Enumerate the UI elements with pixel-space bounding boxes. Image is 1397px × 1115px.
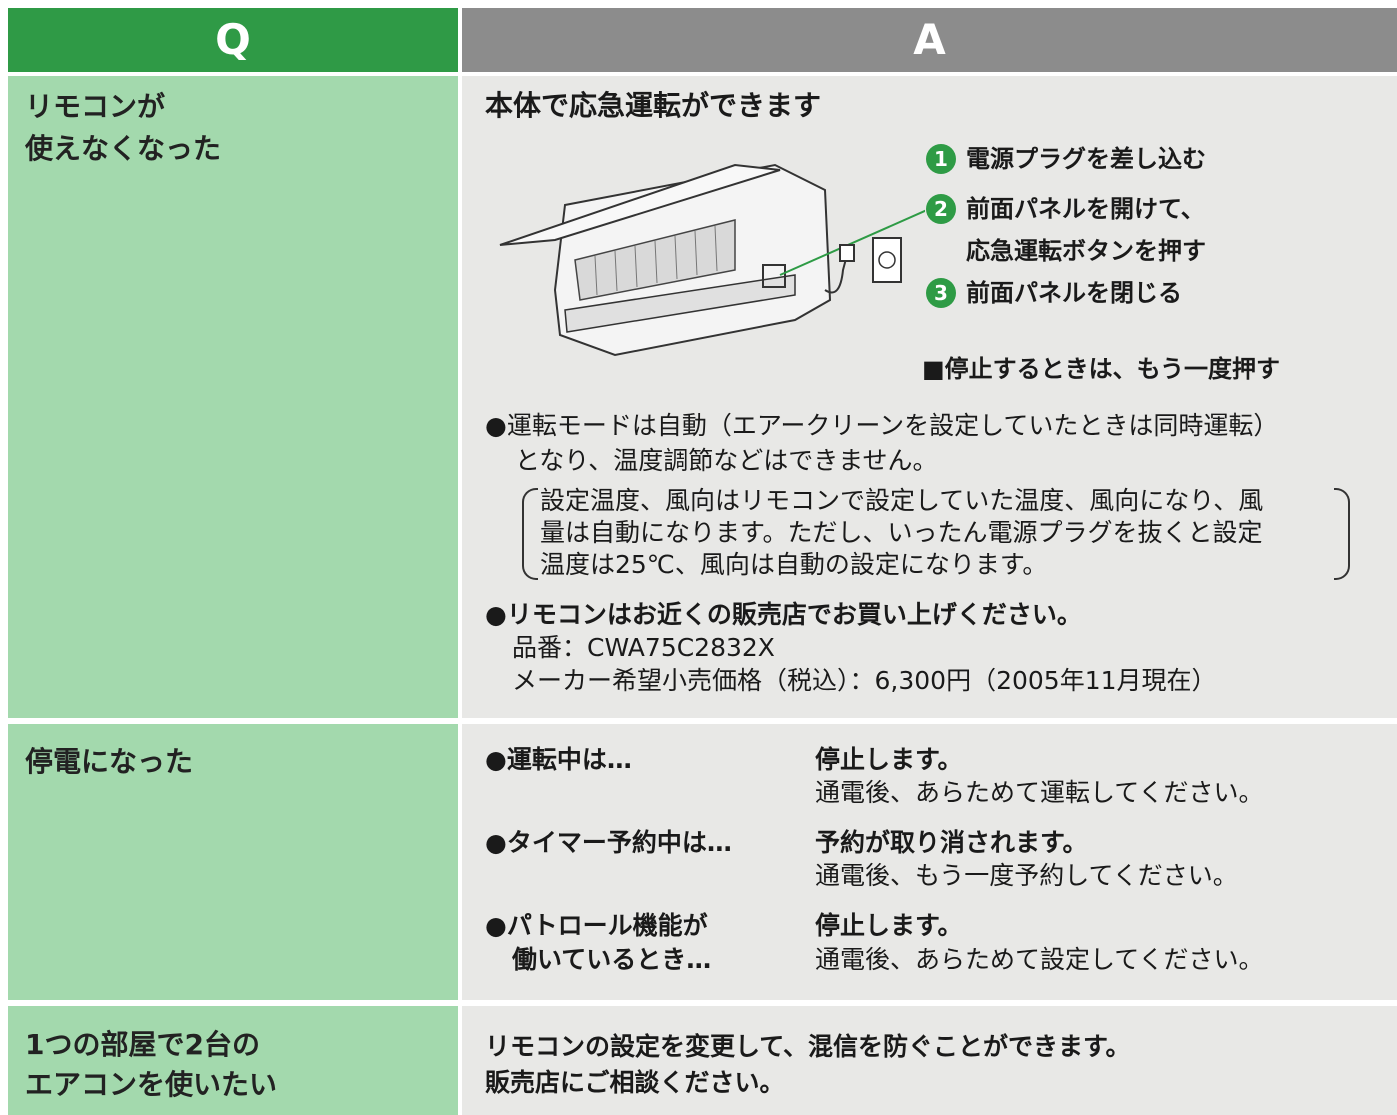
condition: ●運転中は… — [485, 745, 632, 774]
step-number: 2 — [926, 194, 956, 224]
step-number: 3 — [926, 278, 956, 308]
paren-right — [1334, 488, 1350, 580]
paren-line: 量は自動になります。ただし、いったん電源プラグを抜くと設定 — [540, 518, 1263, 547]
answer-line: 販売店にご相談ください。 — [485, 1068, 785, 1097]
paren-left — [522, 488, 538, 580]
step-number: 1 — [926, 144, 956, 174]
note-line: 品番：CWA75C2832X — [512, 633, 775, 662]
step-text: 前面パネルを閉じる — [966, 279, 1182, 307]
condition: ●パトロール機能が — [485, 911, 708, 940]
result: 停止します。 — [815, 745, 963, 774]
step-text: 応急運転ボタンを押す — [966, 237, 1206, 265]
q-cell — [8, 1006, 458, 1115]
question-line: 1つの部屋で2台の — [25, 1028, 260, 1061]
a-cell — [462, 1006, 1397, 1115]
stop-note: ■停止するときは、もう一度押す — [922, 355, 1280, 383]
question-line: エアコンを使いたい — [25, 1068, 278, 1101]
answer-line: リモコンの設定を変更して、混信を防ぐことができます。 — [485, 1032, 1131, 1061]
answer-heading: 本体で応急運転ができます — [485, 89, 822, 122]
question-line: 停電になった — [25, 745, 194, 778]
note-line: メーカー希望小売価格（税込）：6,300円（2005年11月現在） — [512, 666, 1217, 695]
condition: 働いているとき… — [512, 945, 712, 974]
note-line: ●リモコンはお近くの販売店でお買い上げください。 — [485, 600, 1082, 629]
step-text: 前面パネルを開けて、 — [966, 195, 1205, 223]
a-cell — [462, 76, 1397, 718]
aircon-illustration — [499, 163, 925, 357]
step-text: 電源プラグを差し込む — [966, 145, 1206, 173]
a-cell — [462, 724, 1397, 1000]
note-line: ●運転モードは自動（エアークリーンを設定していたときは同時運転） — [485, 411, 1279, 440]
q-cell — [8, 724, 458, 1000]
paren-line: 設定温度、風向はリモコンで設定していた温度、風向になり、風 — [540, 486, 1264, 515]
a-header: A — [462, 8, 1397, 72]
detail: 通電後、もう一度予約してください。 — [815, 861, 1238, 890]
result: 予約が取り消されます。 — [815, 828, 1088, 857]
note-line: となり、温度調節などはできません。 — [515, 446, 938, 475]
result: 停止します。 — [815, 911, 963, 940]
detail: 通電後、あらためて設定してください。 — [815, 945, 1264, 974]
paren-line: 温度は25℃、風向は自動の設定になります。 — [540, 550, 1048, 579]
q-cell — [8, 76, 458, 718]
question-line: リモコンが — [25, 90, 166, 123]
question-line: 使えなくなった — [25, 132, 222, 165]
condition: ●タイマー予約中は… — [485, 828, 732, 857]
q-header: Q — [8, 8, 458, 72]
detail: 通電後、あらためて運転してください。 — [815, 778, 1264, 807]
